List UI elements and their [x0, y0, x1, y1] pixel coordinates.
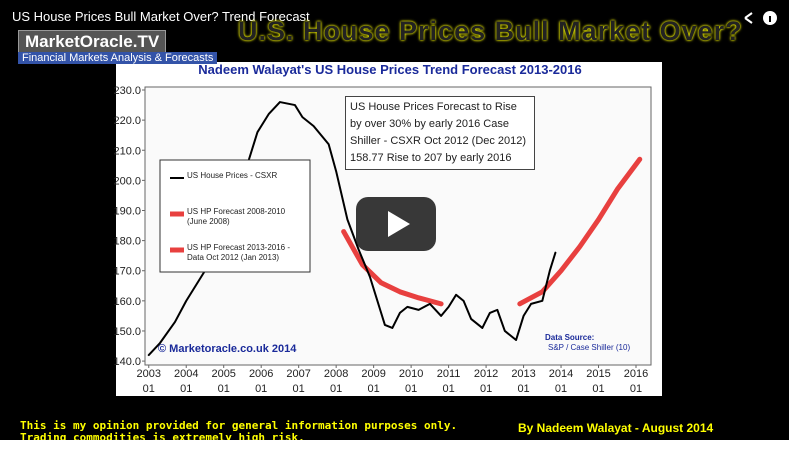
line: [341, 229, 444, 307]
x-tick-label: 2016 01: [623, 368, 649, 395]
y-tick-label: 200.0: [113, 175, 141, 187]
x-tick-label: 2013 01: [511, 368, 536, 395]
legend-label: US HP Forecast 2008-2010 (June 2008): [187, 207, 286, 226]
y-tick-label: 160.0: [113, 296, 141, 308]
x-tick-label: 2014 01: [548, 368, 574, 395]
legend-entry-box: US HP Forecast 2008-2010 (June 2008): [187, 207, 286, 226]
x-tick-label: 2007 01: [286, 368, 311, 395]
play-icon: [388, 211, 410, 237]
y-tick-label: 170.0: [113, 266, 141, 278]
watermark: © Marketoracle.co.uk 2014: [158, 343, 297, 355]
byline: By Nadeem Walayat - August 2014: [518, 421, 714, 435]
legend-label: US House Prices - CSXR: [187, 171, 278, 180]
x-tick-label: 2011 01: [436, 368, 461, 395]
x-tick-label: 2009 01: [361, 368, 386, 395]
y-tick-label: 220.0: [113, 115, 141, 127]
logo-tagline: Financial Markets Analysis & Forecasts: [18, 52, 218, 64]
x-tick-label: 2005 01: [211, 368, 236, 395]
x-tick-label: 2012 01: [473, 368, 499, 395]
line: [147, 101, 557, 357]
legend-label: US HP Forecast 2013-2016 - Data Oct 2012…: [187, 243, 291, 262]
x-tick-label: 2006 01: [248, 368, 274, 395]
legend-entry-box: US House Prices - CSXR: [187, 171, 278, 180]
video-player[interactable]: US House Prices Bull Market Over? Trend …: [0, 0, 789, 440]
x-tick-label: 2003 01: [136, 368, 161, 395]
y-tick-label: 180.0: [113, 236, 141, 248]
x-tick-label: 2010 01: [398, 368, 424, 395]
chart-title: Nadeem Walayat's US House Prices Trend F…: [198, 62, 581, 77]
y-tick-label: 140.0: [113, 356, 141, 368]
info-glyph: [769, 16, 771, 22]
annotation: US House Prices Forecast to Rise by over…: [345, 96, 535, 170]
logo: MarketOracle.TV: [18, 30, 167, 54]
legend-entry-box: US HP Forecast 2013-2016 - Data Oct 2012…: [187, 243, 291, 262]
y-tick-label: 230.0: [113, 85, 141, 97]
chart: Nadeem Walayat's US House Prices Trend F…: [113, 11, 777, 368]
x-tick-label: 2004 01: [173, 368, 199, 395]
banner: U.S. House Prices Bull Market Over?: [238, 16, 743, 46]
x-tick-label: 2015 01: [586, 368, 611, 395]
disclaimer: This is my opinion provided for general …: [20, 419, 458, 432]
x-tick-label: 2008 01: [323, 368, 349, 395]
y-tick-label: 210.0: [113, 145, 141, 157]
line: [517, 156, 643, 307]
share-icon[interactable]: [744, 12, 753, 24]
y-tick-label: 190.0: [113, 205, 141, 217]
y-tick-label: 150.0: [113, 326, 141, 338]
legend: [159, 159, 311, 273]
disclaimer: Trading commodities is extremely high ri…: [20, 431, 305, 440]
source-title: Data Source:: [545, 333, 594, 342]
source: S&P / Case Shiller (10): [548, 343, 630, 352]
video-title[interactable]: US House Prices Bull Market Over? Trend …: [12, 9, 310, 24]
